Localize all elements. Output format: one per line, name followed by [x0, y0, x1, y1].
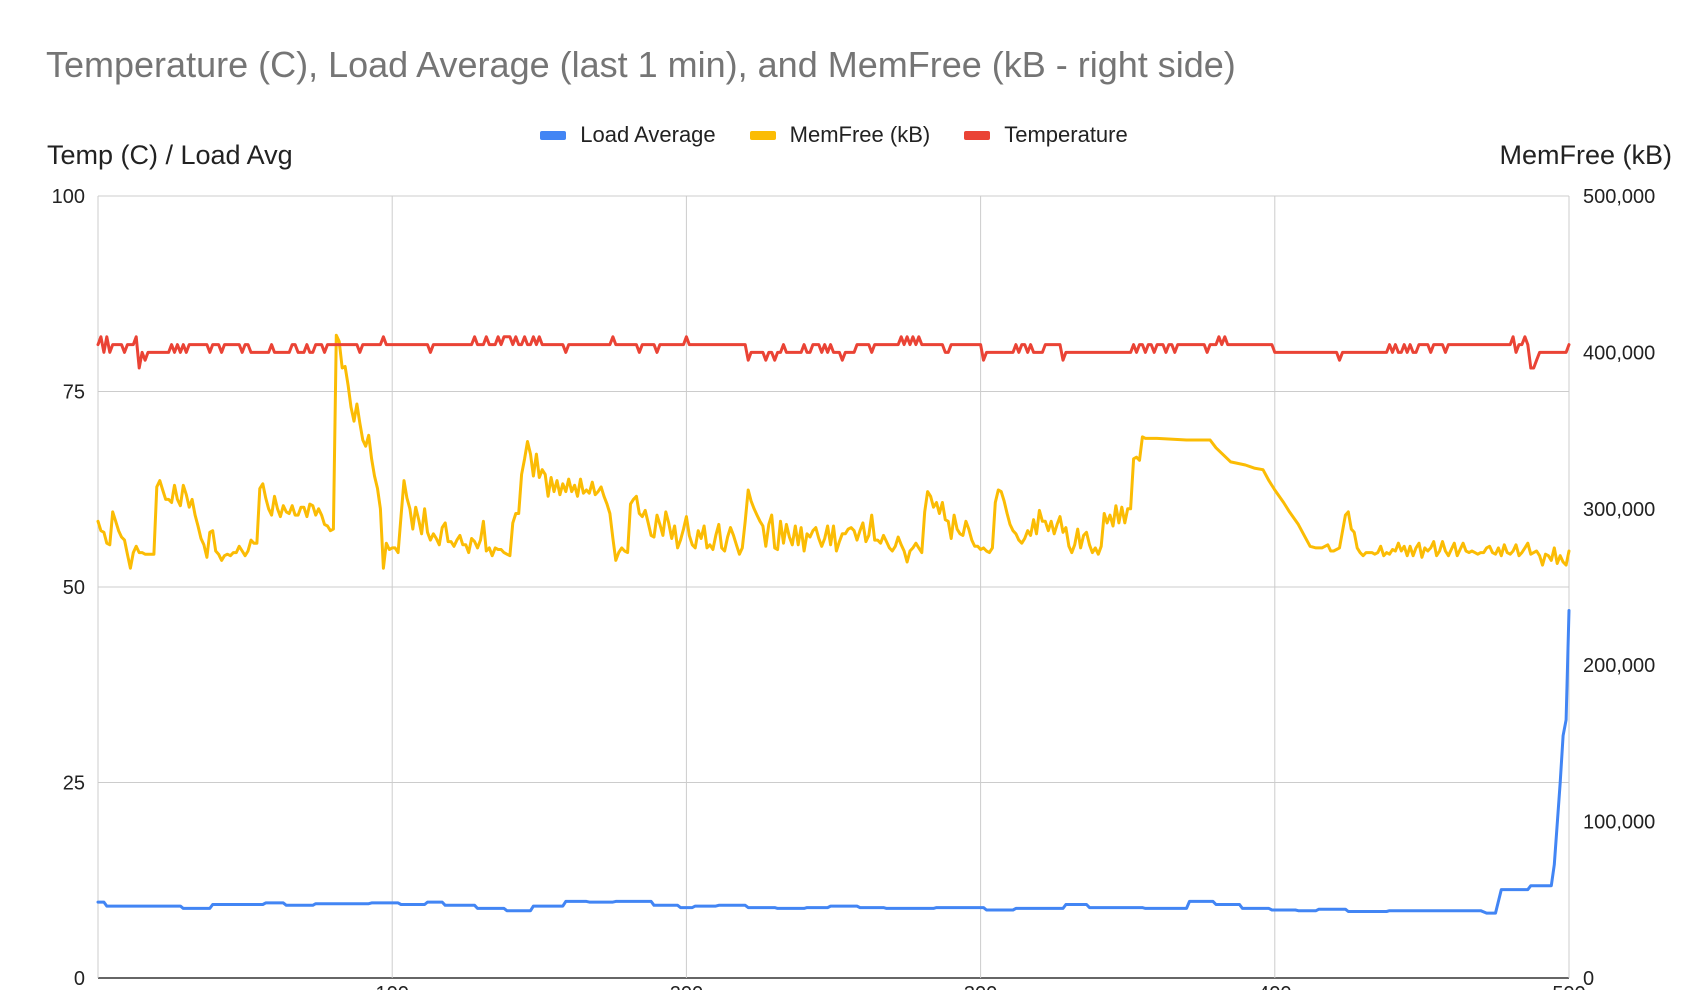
- legend-label-memfree: MemFree (kB): [789, 122, 931, 147]
- series-line-temperature: [96, 335, 1571, 370]
- legend-swatch-temperature: [964, 130, 991, 140]
- y2-tick-label: 300,000: [1583, 499, 1655, 521]
- x-tick-label: 200: [670, 983, 703, 990]
- y2-tick-label: 200,000: [1583, 655, 1655, 677]
- series-line-load-average: [96, 609, 1571, 915]
- y-tick-label: 25: [63, 773, 85, 795]
- y2-tick-label: 400,000: [1583, 342, 1655, 364]
- series-line-memfree-kb: [96, 333, 1571, 570]
- legend-swatch-memfree: [749, 130, 776, 140]
- y-tick-label: 100: [52, 186, 85, 208]
- legend-item-temperature[interactable]: Temperature: [964, 122, 1128, 148]
- y-tick-label: 0: [74, 968, 85, 990]
- x-tick-label: 100: [376, 983, 409, 990]
- chart-title: Temperature (C), Load Average (last 1 mi…: [46, 44, 1236, 85]
- y-tick-label: 75: [63, 382, 85, 404]
- legend-label-temperature: Temperature: [1004, 122, 1128, 147]
- legend-label-load-average: Load Average: [580, 122, 716, 147]
- right-axis-title: MemFree (kB): [1499, 140, 1672, 170]
- y2-tick-label: 100,000: [1583, 812, 1655, 834]
- x-tick-label: 400: [1258, 983, 1291, 990]
- legend-item-load-average[interactable]: Load Average: [540, 122, 716, 148]
- left-axis-title: Temp (C) / Load Avg: [47, 140, 293, 170]
- legend: Load Average MemFree (kB) Temperature: [0, 122, 1684, 148]
- y2-tick-label: 500,000: [1583, 186, 1655, 208]
- y-tick-label: 50: [63, 577, 85, 599]
- y2-tick-label: 0: [1583, 968, 1594, 990]
- x-tick-label: 500: [1552, 983, 1585, 990]
- x-tick-label: 300: [964, 983, 997, 990]
- legend-item-memfree[interactable]: MemFree (kB): [749, 122, 931, 148]
- legend-swatch-load-average: [540, 130, 567, 140]
